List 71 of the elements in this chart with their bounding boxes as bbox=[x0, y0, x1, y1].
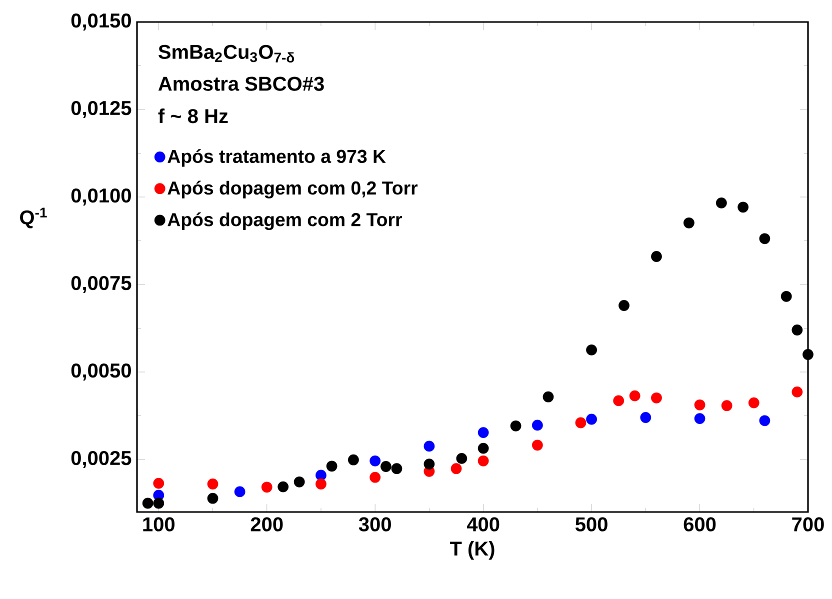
point bbox=[348, 454, 359, 466]
point bbox=[424, 440, 435, 452]
annotation: f ~ 8 Hz bbox=[158, 108, 228, 124]
point bbox=[618, 300, 630, 311]
point bbox=[684, 217, 694, 228]
point bbox=[613, 395, 624, 406]
point bbox=[748, 397, 760, 408]
point bbox=[207, 478, 218, 490]
point bbox=[478, 442, 489, 454]
x-tick-label: 300 bbox=[358, 517, 391, 532]
point bbox=[629, 390, 640, 402]
point bbox=[575, 417, 586, 428]
y-tick-label: 0,0125 bbox=[71, 100, 132, 118]
point bbox=[391, 463, 402, 474]
point bbox=[478, 427, 489, 438]
annotation: SmBa$_{2}$Cu$_{3}$O$_{7-δ}$ bbox=[158, 44, 294, 63]
y-tick-label: 0,0025 bbox=[71, 450, 132, 468]
x-tick-label: 700 bbox=[792, 517, 824, 532]
legend-label: Após tratamento a 973 K bbox=[168, 149, 386, 167]
y-axis-title: Q$^{-1}$ bbox=[20, 208, 47, 228]
point bbox=[651, 392, 662, 404]
point bbox=[716, 197, 727, 208]
x-tick-label: 100 bbox=[143, 517, 175, 532]
point bbox=[694, 413, 706, 424]
legend-label: Após dopagem com 2 Torr bbox=[168, 212, 402, 230]
point bbox=[153, 478, 164, 489]
point bbox=[370, 455, 381, 466]
legend-label: Após dopagem com 0,2 Torr bbox=[168, 180, 418, 198]
point bbox=[802, 349, 814, 360]
point bbox=[651, 251, 662, 262]
point bbox=[759, 415, 770, 426]
point bbox=[278, 481, 289, 492]
point bbox=[316, 478, 326, 490]
point bbox=[326, 460, 338, 472]
point bbox=[694, 399, 706, 410]
x-axis-title: T (K) bbox=[450, 541, 494, 560]
point bbox=[586, 414, 597, 425]
y-tick-label: 0,0050 bbox=[71, 363, 131, 381]
annotation: Amostra SBCO#3 bbox=[158, 76, 324, 91]
point bbox=[234, 486, 246, 498]
point bbox=[370, 472, 381, 483]
point bbox=[380, 461, 392, 472]
point bbox=[586, 344, 597, 356]
point bbox=[142, 498, 154, 509]
y-tick-label: 0,0075 bbox=[71, 276, 132, 294]
point bbox=[207, 492, 218, 504]
point bbox=[456, 453, 468, 464]
point bbox=[532, 420, 543, 431]
point bbox=[542, 391, 554, 402]
x-tick-label: 200 bbox=[250, 517, 283, 532]
point bbox=[792, 386, 803, 398]
x-tick-label: 500 bbox=[575, 517, 608, 532]
point bbox=[316, 470, 326, 481]
point bbox=[510, 420, 522, 432]
point bbox=[294, 476, 305, 488]
point bbox=[738, 202, 749, 213]
point bbox=[153, 498, 164, 509]
y-tick-label: 0,0150 bbox=[71, 13, 131, 31]
point bbox=[532, 440, 543, 451]
point bbox=[640, 412, 652, 423]
point bbox=[478, 455, 489, 466]
point bbox=[450, 463, 462, 474]
point bbox=[759, 233, 770, 244]
x-tick-label: 400 bbox=[466, 517, 500, 532]
point bbox=[721, 400, 732, 412]
point bbox=[792, 324, 803, 336]
y-tick-label: 0,0100 bbox=[71, 188, 131, 206]
point bbox=[424, 458, 435, 470]
point bbox=[780, 290, 792, 302]
x-tick-label: 600 bbox=[684, 517, 716, 532]
point bbox=[261, 482, 272, 493]
